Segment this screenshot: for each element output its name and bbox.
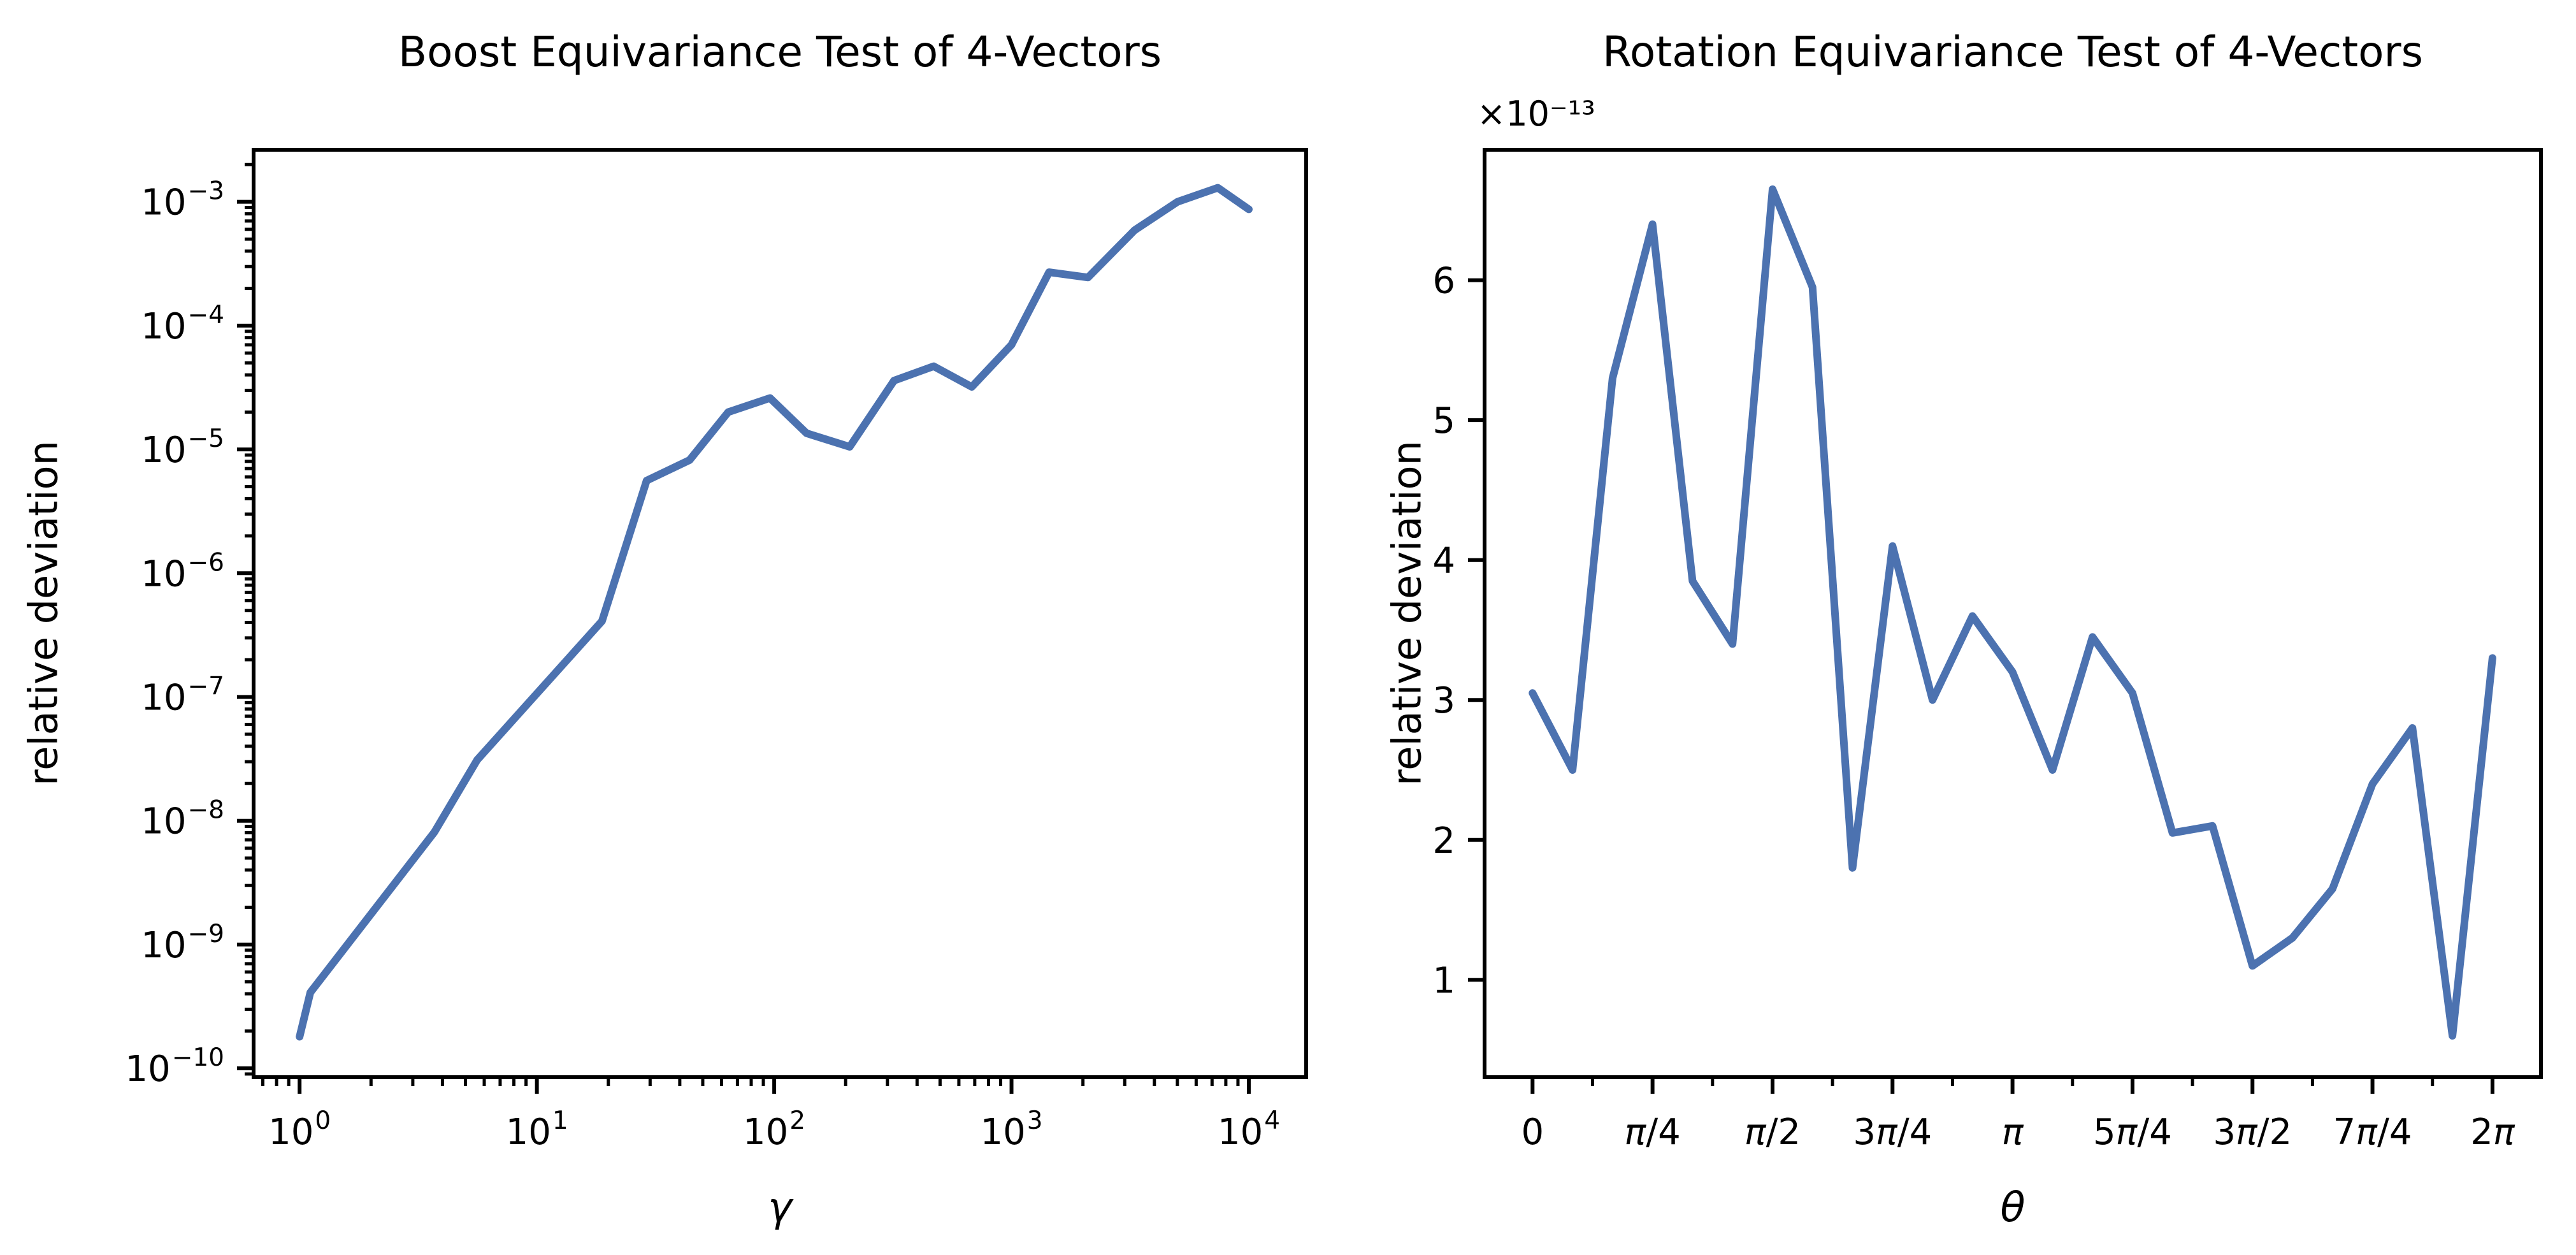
boost-plot: 100 101 102 103 104 10−3 10−4 10−5 10−6 10−7 10−8 1…	[125, 148, 1308, 1153]
y-tick-label: 10−4	[141, 301, 224, 347]
boost-xlabel-gamma: γ	[768, 1184, 792, 1231]
rotation-curve	[1529, 185, 2496, 1040]
y-tick-label: 5	[1432, 400, 1455, 442]
y-tick-label: 10−3	[141, 177, 224, 224]
x-tick-label: 101	[506, 1106, 568, 1153]
x-tick-label: π/2	[1745, 1112, 1801, 1153]
boost-curve	[296, 184, 1253, 1041]
x-tick-label: 7π/4	[2333, 1112, 2412, 1153]
y-tick-label: 1	[1432, 960, 1455, 1001]
x-tick-label: 5π/4	[2093, 1112, 2172, 1153]
rotation-xlabel-theta: θ	[2000, 1184, 2026, 1231]
x-tick-label: π	[2002, 1112, 2024, 1153]
y-tick-label: 10−5	[141, 424, 224, 471]
y-tick-label: 2	[1432, 820, 1455, 862]
boost-axes-spines	[252, 148, 1308, 1079]
x-tick-label: 3π/2	[2213, 1112, 2292, 1153]
x-tick-label: 102	[743, 1106, 805, 1153]
y-tick-label: 4	[1432, 540, 1455, 582]
boost-ylabel: relative deviation	[20, 440, 67, 786]
y-axis-offset-text: ×10⁻¹³	[1477, 94, 1595, 134]
rotation-plot: 0 π/4 π/2 3π/4 π 5π/4 3π/2 7π/4 2π 1 2 3 4 5 6	[1432, 148, 2543, 1153]
y-tick-label: 10−10	[125, 1043, 224, 1090]
x-tick-label: 100	[268, 1106, 331, 1153]
y-tick-label: 3	[1432, 680, 1455, 722]
y-tick-label: 10−8	[141, 796, 224, 843]
y-tick-label: 10−6	[141, 548, 224, 595]
y-tick-label: 10−7	[141, 672, 224, 718]
boost-chart-title: Boost Equivariance Test of 4-Vectors	[398, 27, 1162, 76]
x-tick-label: 3π/4	[1853, 1112, 1932, 1153]
rotation-axes-spines	[1483, 148, 2543, 1079]
x-tick-label: π/4	[1625, 1112, 1681, 1153]
x-tick-label: 104	[1218, 1106, 1280, 1153]
rotation-ylabel: relative deviation	[1383, 440, 1430, 786]
y-tick-label: 6	[1432, 261, 1455, 302]
rotation-chart-title: Rotation Equivariance Test of 4-Vectors	[1602, 27, 2424, 76]
x-tick-label: 103	[980, 1106, 1042, 1153]
x-tick-label: 2π	[2470, 1112, 2515, 1153]
x-tick-label: 0	[1521, 1112, 1544, 1153]
y-tick-label: 10−9	[141, 920, 224, 966]
